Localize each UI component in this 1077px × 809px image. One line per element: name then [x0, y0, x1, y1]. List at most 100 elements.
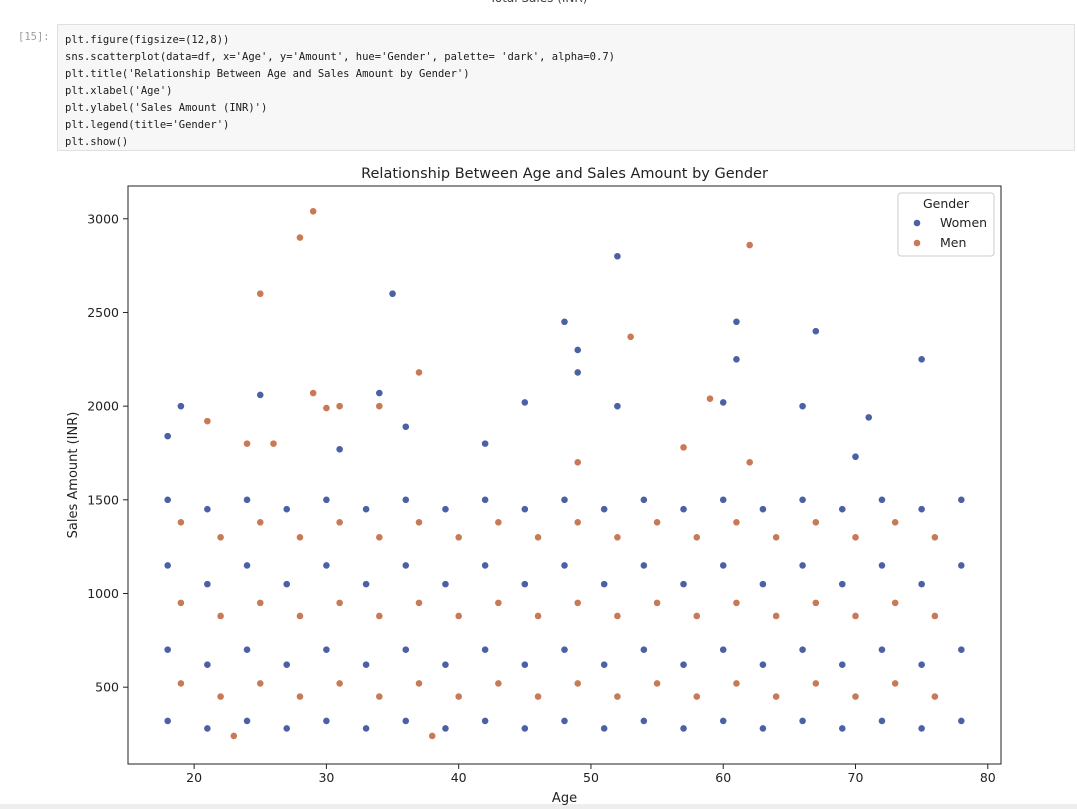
point	[626, 332, 635, 341]
point	[454, 612, 463, 620]
point	[243, 717, 251, 725]
point	[494, 518, 503, 527]
point	[388, 289, 397, 298]
point	[811, 518, 820, 527]
point	[798, 645, 807, 654]
point	[534, 612, 542, 620]
point	[639, 645, 648, 654]
point	[679, 443, 688, 452]
point	[573, 598, 582, 607]
point	[256, 679, 265, 688]
point	[811, 679, 820, 688]
point	[600, 505, 609, 514]
point	[692, 612, 701, 620]
point	[481, 561, 490, 570]
point	[362, 505, 370, 514]
cell-prompt: [15]:	[18, 31, 50, 43]
point	[600, 724, 609, 733]
point	[560, 317, 569, 326]
code-line: sns.scatterplot(data=df, x='Age', y='Amo…	[65, 51, 615, 63]
point	[441, 580, 450, 589]
point	[639, 561, 648, 570]
point	[177, 518, 185, 527]
point	[415, 368, 423, 377]
point	[772, 533, 781, 542]
point	[732, 679, 741, 688]
point	[851, 612, 860, 620]
y-tick-label: 1000	[87, 586, 119, 601]
point	[560, 717, 569, 725]
point	[494, 598, 503, 607]
point	[296, 233, 304, 242]
point	[256, 289, 265, 298]
point	[613, 533, 622, 542]
point	[573, 368, 582, 377]
point	[454, 533, 463, 542]
point	[203, 505, 212, 514]
point	[851, 533, 860, 542]
chart-title: Relationship Between Age and Sales Amoun…	[361, 166, 768, 182]
x-tick-label: 20	[186, 770, 202, 785]
point	[613, 692, 622, 701]
point	[401, 561, 410, 570]
plot-frame	[127, 185, 1002, 765]
point	[878, 717, 886, 725]
point	[798, 402, 807, 411]
point	[917, 660, 926, 669]
point	[441, 660, 450, 669]
legend-label: Men	[940, 235, 966, 250]
point	[798, 717, 807, 725]
point	[573, 458, 582, 467]
legend-title: Gender	[923, 196, 970, 211]
point	[692, 692, 701, 701]
point	[732, 518, 741, 527]
point	[375, 389, 384, 397]
code-line: plt.show()	[65, 136, 129, 148]
point	[481, 717, 490, 725]
point	[759, 660, 767, 669]
point	[322, 561, 331, 570]
point	[375, 533, 384, 542]
code-line: plt.figure(figsize=(12,8))	[65, 34, 230, 46]
code-line: plt.ylabel('Sales Amount (INR)')	[65, 102, 268, 114]
point	[216, 533, 225, 542]
point	[415, 598, 423, 607]
y-tick-label: 2000	[87, 399, 119, 414]
y-tick-label: 500	[95, 680, 119, 695]
point	[401, 645, 410, 654]
point	[878, 561, 886, 570]
point	[679, 580, 688, 589]
point	[719, 717, 728, 725]
point	[719, 645, 728, 654]
point	[441, 505, 450, 514]
point	[917, 505, 926, 514]
point	[309, 207, 318, 216]
legend-marker	[913, 239, 921, 247]
point	[811, 327, 820, 336]
point	[957, 717, 966, 725]
point	[679, 660, 688, 669]
legend-box	[897, 192, 995, 257]
x-tick-label: 70	[848, 770, 864, 785]
point	[653, 518, 661, 527]
point	[256, 391, 265, 399]
point	[534, 533, 542, 542]
point	[203, 660, 212, 669]
point	[573, 679, 582, 688]
y-tick-label: 2500	[87, 305, 119, 320]
x-tick-label: 30	[318, 770, 334, 785]
point	[362, 660, 370, 669]
point	[454, 692, 463, 701]
point	[891, 598, 900, 607]
point	[375, 402, 384, 411]
point	[838, 724, 847, 733]
point	[864, 413, 873, 422]
point	[759, 505, 767, 514]
y-tick-label: 3000	[87, 211, 119, 226]
point	[798, 561, 807, 570]
code-cell[interactable]: plt.figure(figsize=(12,8)) sns.scatterplo…	[57, 24, 1075, 151]
point	[679, 505, 688, 514]
point	[296, 612, 304, 620]
